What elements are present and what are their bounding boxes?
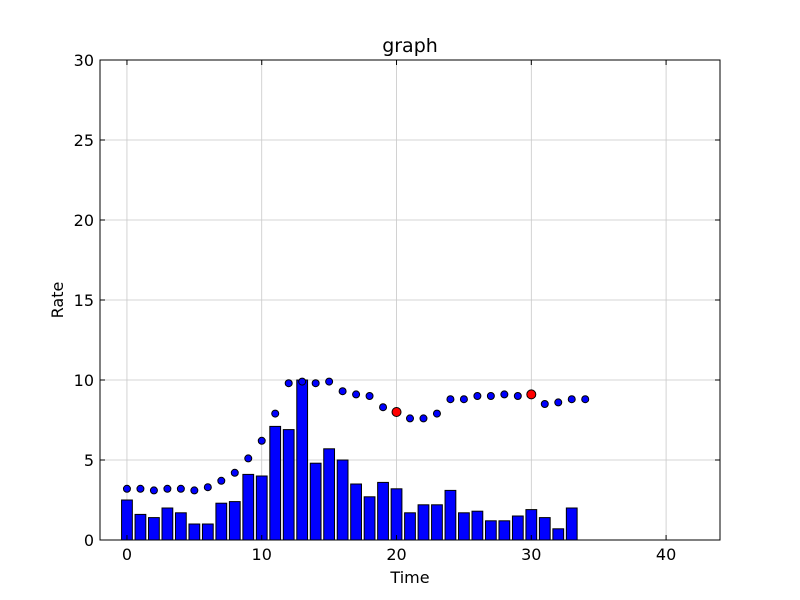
bar [255,475,268,541]
data-point [203,483,212,492]
bar [484,520,497,541]
y-tick-label: 0 [84,531,94,550]
data-point [122,484,131,493]
data-point [271,409,280,418]
bar [431,504,443,541]
bar [228,501,241,541]
data-point [554,398,563,407]
bar [174,512,187,541]
bar [269,425,282,541]
bar [458,512,470,541]
data-point [298,377,307,386]
x-tick-label: 30 [521,545,541,564]
bar [377,481,389,541]
bar [538,517,551,541]
data-point [540,400,549,408]
data-point [311,379,320,388]
data-point [230,468,239,477]
y-tick-label: 15 [74,291,94,310]
x-tick-label: 20 [386,545,406,564]
bar [309,462,322,541]
bar [511,515,524,541]
bar [350,483,362,541]
bar [471,510,484,541]
data-point [217,476,226,485]
bar [444,489,457,541]
data-point [176,484,185,493]
data-point [365,392,374,400]
bar [390,488,403,541]
bar [201,523,214,541]
data-point [244,454,253,463]
y-tick-label: 30 [74,51,94,70]
data-point [190,486,199,495]
data-point [325,377,334,386]
bar-series [121,379,578,541]
y-tick-labels: 0 5 10 15 20 25 30 [74,51,94,550]
bar [188,523,201,541]
bar [134,513,147,541]
chart-title: graph [382,35,438,57]
highlighted-point [526,389,537,400]
grid [100,59,720,541]
data-point [446,395,455,404]
data-point [352,390,361,399]
data-point [136,484,145,493]
data-point [473,392,482,400]
y-tick-label: 20 [74,211,94,230]
data-point [513,392,522,400]
bar [363,496,376,541]
bar [498,520,511,541]
y-axis-title: Rate [48,282,67,319]
data-point [500,390,509,399]
data-point [163,484,172,493]
x-tick-labels: 0 10 20 30 40 [122,545,676,564]
data-point [486,392,495,400]
data-point [419,414,428,423]
y-tick-label: 10 [74,371,94,390]
bar [282,429,295,541]
bar [417,504,430,541]
data-point [432,409,441,418]
y-tick-label: 25 [74,131,94,150]
x-axis-title: Time [389,568,429,587]
data-point [379,403,388,412]
scatter-series [122,377,590,495]
bar [161,507,174,541]
data-point [459,395,468,404]
bar [552,528,565,541]
bar [242,473,255,541]
bar [148,517,160,541]
data-point [581,395,590,404]
x-tick-label: 0 [122,545,132,564]
bar [296,379,309,541]
bar [215,502,228,541]
bar [404,512,416,541]
data-point [338,387,347,396]
x-tick-label: 40 [656,545,676,564]
data-point [567,395,576,404]
data-point [284,379,293,388]
bar [323,448,336,541]
tick-marks [100,59,720,541]
y-tick-label: 5 [84,451,94,470]
bar [336,459,349,541]
highlighted-point [391,407,402,417]
data-point [406,414,414,423]
bar [565,507,578,541]
data-point [149,486,158,495]
data-point [257,436,266,445]
x-tick-label: 10 [252,545,272,564]
bar [121,499,133,541]
